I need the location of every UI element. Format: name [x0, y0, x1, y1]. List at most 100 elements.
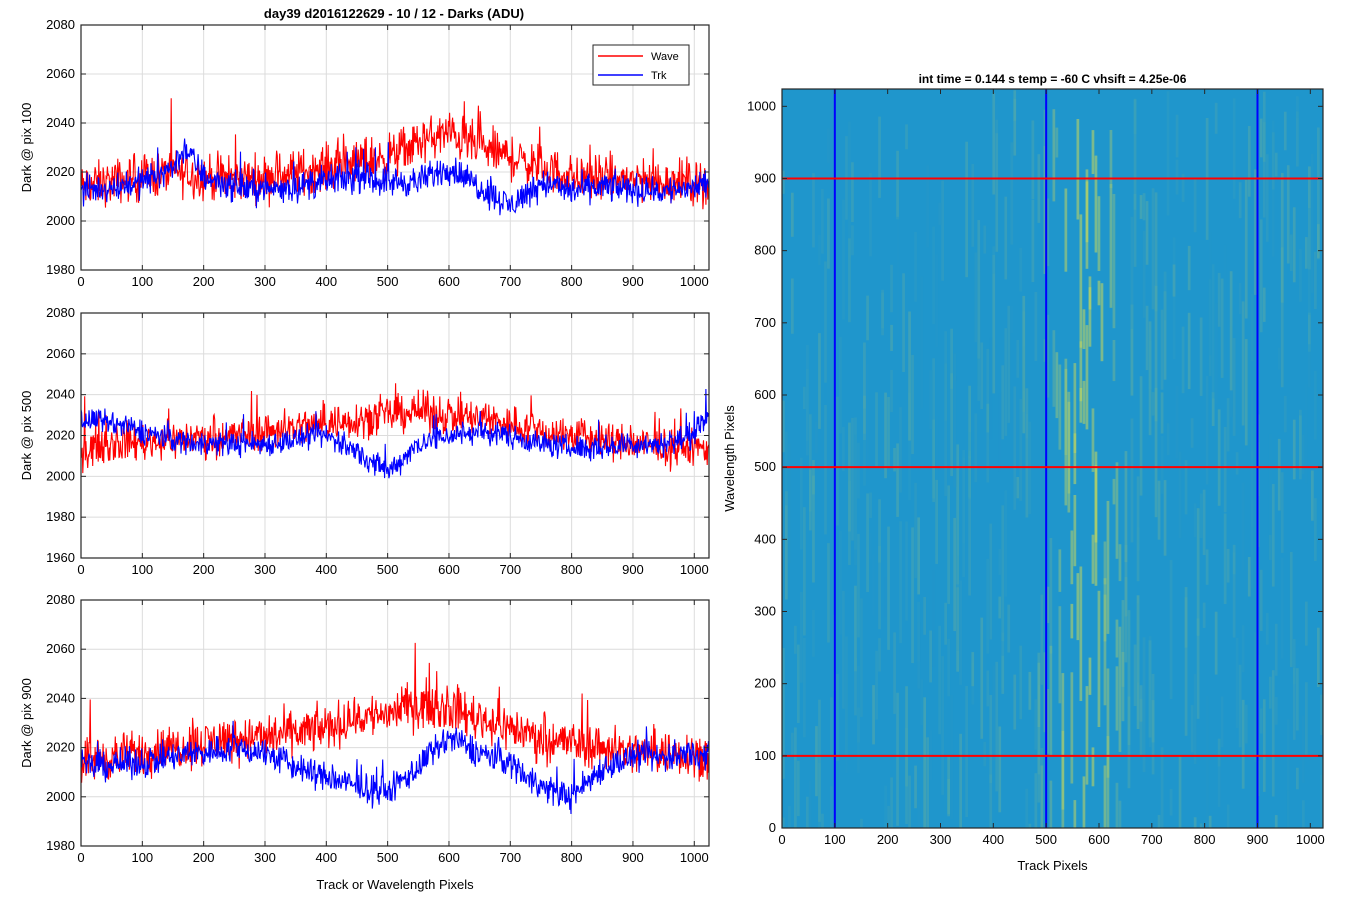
- image-panel-streak: [1148, 340, 1152, 390]
- subplot-1-xtick-label: 900: [622, 274, 644, 289]
- image-panel-streak: [1235, 452, 1239, 475]
- subplot-3-xtick-label: 600: [438, 850, 460, 865]
- image-panel-streak: [1205, 695, 1209, 828]
- image-panel-streak: [1097, 280, 1101, 306]
- image-panel-streak: [1205, 549, 1209, 585]
- image-panel-streak: [1262, 287, 1266, 322]
- image-panel-streak: [1013, 674, 1017, 730]
- image-panel-streak: [1070, 672, 1074, 784]
- image-panel-streak: [1280, 247, 1284, 388]
- image-panel-streak: [1305, 383, 1308, 484]
- image-panel-streak: [842, 590, 845, 709]
- image-panel-streak: [818, 234, 821, 265]
- image-panel-streak: [1317, 127, 1320, 260]
- subplot-2-ylabel: Dark @ pix 500: [19, 391, 34, 481]
- image-panel-streak: [848, 238, 851, 323]
- image-panel-ytick-label: 0: [769, 820, 776, 835]
- image-panel-streak: [992, 246, 996, 274]
- image-panel-streak: [1079, 566, 1083, 701]
- image-panel-streak: [1124, 545, 1128, 663]
- image-panel-streak: [1115, 782, 1119, 828]
- image-panel-streak: [1091, 408, 1095, 472]
- image-panel-streak: [1238, 182, 1242, 219]
- image-panel-streak: [1289, 234, 1293, 271]
- image-panel-streak: [1001, 632, 1005, 689]
- image-panel-streak: [1320, 757, 1323, 781]
- image-panel-streak: [800, 457, 803, 550]
- image-panel-streak: [782, 647, 785, 779]
- image-panel-streak: [1175, 159, 1179, 195]
- image-panel-streak: [1214, 303, 1218, 404]
- subplot-2-ytick-label: 2000: [46, 468, 75, 483]
- subplot-3-xtick-label: 800: [561, 850, 583, 865]
- image-panel-streak: [998, 726, 1002, 813]
- image-panel-streak: [1160, 392, 1164, 434]
- image-panel-streak: [926, 165, 930, 248]
- image-panel-streak: [1223, 426, 1227, 513]
- image-panel-streak: [974, 413, 978, 483]
- image-panel-streak: [1259, 708, 1263, 734]
- image-panel-streak: [1043, 652, 1047, 733]
- subplot-1-xtick-label: 0: [77, 274, 84, 289]
- plots-group: 0 100 200 300 400 500 600 700 800 900 100019802000…: [19, 17, 1325, 892]
- image-panel-streak: [917, 622, 921, 689]
- image-panel-streak: [845, 636, 848, 756]
- image-panel-streak: [1142, 193, 1146, 221]
- image-panel-streak: [1034, 292, 1038, 361]
- image-panel-streak: [1097, 590, 1101, 727]
- subplot-3-xlabel: Track or Wavelength Pixels: [316, 877, 474, 892]
- image-panel-streak: [1028, 671, 1032, 710]
- image-panel-streak: [1199, 823, 1203, 828]
- image-panel-streak: [1130, 216, 1134, 329]
- subplot-2-ytick-label: 1980: [46, 509, 75, 524]
- image-panel-streak: [908, 775, 911, 828]
- subplot-3-ytick-label: 2060: [46, 641, 75, 656]
- image-panel-streak: [1238, 664, 1242, 748]
- image-panel-streak: [1274, 152, 1278, 177]
- image-panel-streak: [1157, 480, 1161, 540]
- image-panel-streak: [914, 232, 917, 302]
- image-panel-streak: [1220, 278, 1224, 378]
- image-panel-streak: [827, 543, 830, 643]
- image-panel-streak: [926, 737, 930, 828]
- image-panel-streak: [1064, 188, 1068, 272]
- image-panel-streak: [818, 333, 821, 429]
- image-panel-streak: [812, 173, 815, 248]
- image-panel-streak: [1262, 122, 1266, 218]
- image-panel-streak: [1070, 603, 1074, 639]
- image-panel-streak: [1292, 667, 1296, 740]
- image-panel-streak: [848, 121, 851, 258]
- image-panel-streak: [944, 363, 948, 497]
- image-panel-streak: [878, 499, 881, 563]
- image-panel-streak: [821, 189, 824, 254]
- image-panel-streak: [1115, 666, 1119, 731]
- image-panel-ytick-label: 500: [754, 459, 776, 474]
- image-panel-streak: [1097, 196, 1101, 271]
- image-panel-streak: [1305, 237, 1308, 269]
- image-panel-streak: [1046, 586, 1050, 624]
- image-panel-streak: [824, 405, 827, 535]
- image-panel-streak: [1238, 283, 1242, 315]
- image-panel-streak: [914, 765, 917, 809]
- image-panel-streak: [1208, 232, 1212, 356]
- image-panel-streak: [1302, 800, 1305, 828]
- image-panel-streak: [896, 443, 899, 517]
- image-panel-streak: [1247, 557, 1251, 597]
- image-panel-streak: [947, 485, 951, 604]
- image-panel-streak: [917, 799, 921, 828]
- image-panel-streak: [1190, 705, 1194, 753]
- image-panel-xtick-label: 0: [778, 832, 785, 847]
- subplot-3-xtick-label: 1000: [680, 850, 709, 865]
- image-panel-streak: [992, 665, 996, 761]
- image-panel-streak: [1118, 626, 1122, 752]
- image-panel-streak: [983, 225, 987, 254]
- subplot-1-xtick-label: 100: [131, 274, 153, 289]
- image-panel-streak: [851, 225, 854, 256]
- image-panel-streak: [1232, 98, 1236, 199]
- image-panel-streak: [1085, 686, 1089, 785]
- image-panel-streak: [1106, 500, 1110, 634]
- image-panel-streak: [794, 727, 797, 828]
- image-panel-ytick-label: 600: [754, 387, 776, 402]
- image-panel-streak: [1308, 312, 1311, 352]
- image-panel-streak: [1178, 755, 1182, 828]
